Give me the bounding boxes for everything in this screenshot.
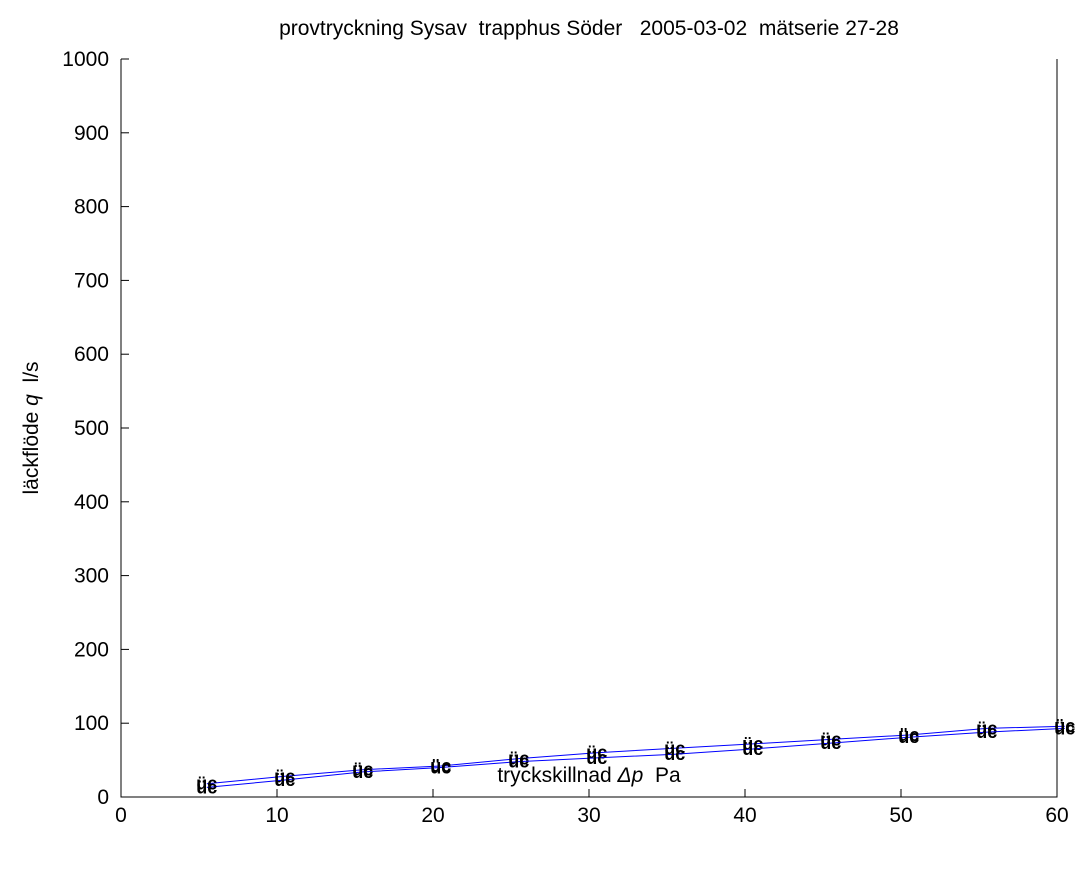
y-tick-label: 400 [74, 491, 109, 514]
x-tick-label: 60 [1045, 804, 1068, 827]
y-tick-label: 900 [74, 122, 109, 145]
y-tick-label: 500 [74, 417, 109, 440]
x-axis-ticks: 0 10 20 30 40 50 60 [115, 789, 1069, 827]
series-2-point: üc [820, 733, 841, 753]
series-2-point: üc [586, 748, 607, 768]
series-1-point: üc [898, 725, 919, 745]
series-2-point: üc [898, 727, 919, 747]
y-tick-label: 300 [74, 565, 109, 588]
series-line-2 [206, 727, 1065, 788]
x-tick-label: 50 [889, 804, 912, 827]
axis-box [120, 59, 1058, 798]
x-tick-label: 20 [421, 804, 444, 827]
series-1-point: üc [664, 738, 685, 758]
x-axis-label-symbol: Δp [617, 764, 644, 787]
series-2-point: üc [274, 770, 295, 790]
y-axis-label: läckflöde q l/s [20, 361, 43, 494]
series-2-point: üc [664, 744, 685, 764]
series-1-point: üc [976, 718, 997, 738]
y-tick-label: 600 [74, 343, 109, 366]
y-tick-label: 200 [74, 638, 109, 661]
series-2-point: üc [352, 762, 373, 782]
series-2-point: üc [196, 777, 217, 797]
series-2-point: üc [1054, 718, 1075, 738]
series-1-point: üc [352, 760, 373, 780]
series-2-point: üc [508, 752, 529, 772]
chart-title: provtryckning Sysav trapphus Söder 2005-… [279, 17, 899, 40]
y-axis-ticks: 0 100 200 300 400 500 600 700 800 900 1000 [62, 48, 129, 809]
series-1-point: üc [1054, 716, 1075, 736]
x-tick-label: 10 [265, 804, 288, 827]
series-line-1 [206, 725, 1065, 785]
series-1-point: üc [274, 766, 295, 786]
y-tick-label: 100 [74, 712, 109, 735]
series-2-point: üc [430, 758, 451, 778]
series-2-point: üc [976, 722, 997, 742]
series-1-point: üc [430, 756, 451, 776]
x-tick-label: 30 [577, 804, 600, 827]
x-axis-label-prefix: tryckskillnad [497, 764, 617, 787]
y-axis-label-symbol: q [20, 394, 43, 406]
y-tick-label: 0 [97, 786, 109, 809]
series-1-point: üc [508, 749, 529, 769]
series-2-point: üc [742, 739, 763, 759]
y-axis-label-prefix: läckflöde [20, 406, 43, 495]
y-tick-label: 700 [74, 269, 109, 292]
x-axis-label-suffix: Pa [643, 764, 681, 787]
x-axis-label: tryckskillnad Δp Pa [497, 764, 681, 787]
y-axis-label-suffix: l/s [20, 361, 43, 394]
x-tick-label: 0 [115, 804, 127, 827]
y-tick-label: 800 [74, 196, 109, 219]
x-tick-label: 40 [733, 804, 756, 827]
series-1-point: üc [196, 774, 217, 794]
series-1-point: üc [820, 729, 841, 749]
y-tick-label: 1000 [62, 48, 109, 71]
